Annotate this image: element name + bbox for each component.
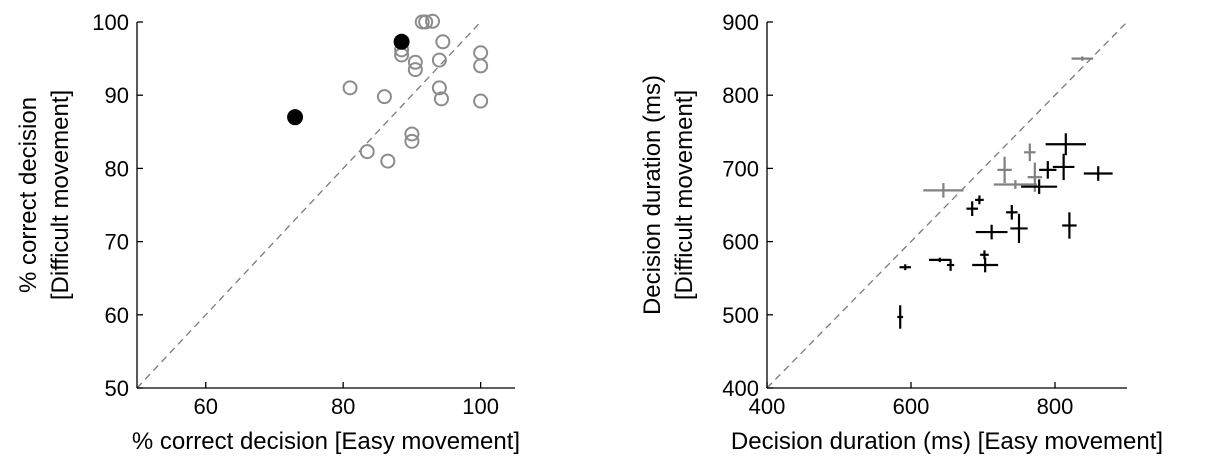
y-tick-label: 500 [722, 303, 759, 328]
y-tick-label: 70 [105, 230, 129, 255]
open-circle-point [418, 14, 434, 30]
x-tick-label: 100 [462, 394, 499, 419]
y-tick-label: 90 [105, 83, 129, 108]
x-tick-label: 400 [749, 394, 786, 419]
x-tick-label: 600 [893, 394, 930, 419]
error-cross-point [1045, 133, 1086, 156]
open-circle-point [376, 89, 392, 105]
error-cross-point [1071, 56, 1094, 61]
y-axis-label-line-2: [Difficult movement] [47, 90, 74, 300]
open-circle-point [473, 45, 489, 61]
accuracy-scatter-panel: 50 60 70 80 90 100 60 80 100 % correct decision [… [15, 10, 520, 455]
open-circle-point [431, 52, 447, 68]
error-cross-point [947, 259, 955, 271]
error-cross-point [975, 195, 984, 205]
error-cross-point [975, 224, 1008, 240]
x-tick-label: 80 [331, 394, 355, 419]
open-circle-point [473, 93, 489, 109]
error-cross-point [993, 180, 1037, 189]
open-circle-point [404, 133, 420, 149]
error-cross-point [972, 257, 999, 273]
y-tick-label: 800 [722, 83, 759, 108]
open-circle-point [342, 80, 358, 96]
error-cross-point [1021, 179, 1058, 195]
y-tick-label: 900 [722, 10, 759, 35]
open-circle-point [407, 54, 423, 70]
y-tick-label: 700 [722, 156, 759, 181]
open-circle-point [359, 144, 375, 160]
open-circle-point [473, 58, 489, 74]
x-axis-label: % correct decision [Easy movement] [132, 428, 520, 455]
y-axis-label-line-1: Decision duration (ms) [639, 75, 666, 315]
error-cross-point [1010, 213, 1028, 244]
y-axis-label-line-2: [Difficult movement] [671, 90, 698, 300]
y-axis-label-line-1: % correct decision [15, 97, 42, 293]
open-circle-point [431, 80, 447, 96]
y-tick-label: 80 [105, 156, 129, 181]
x-axis-label: Decision duration (ms) [Easy movement] [731, 428, 1163, 455]
error-cross-point [1024, 143, 1036, 162]
y-tick-label: 50 [105, 376, 129, 401]
y-tick-label: 600 [722, 230, 759, 255]
error-cross-point [923, 183, 964, 198]
error-cross-point [980, 250, 989, 260]
error-cross-point [929, 257, 951, 263]
x-tick-label: 800 [1037, 394, 1074, 419]
open-circle-point [407, 62, 423, 78]
duration-scatter-panel: 400 500 600 700 800 900 400 600 800 Decision dura… [639, 10, 1163, 455]
y-tick-label: 400 [722, 376, 759, 401]
error-cross-point [1052, 153, 1075, 181]
error-cross-point [1006, 205, 1018, 220]
error-cross-point [1039, 161, 1057, 179]
filled-circle-point [287, 109, 304, 126]
error-cross-point [997, 156, 1012, 184]
identity-diagonal-line [766, 21, 1128, 389]
error-cross-point [966, 201, 978, 216]
error-cross-point [1062, 212, 1077, 239]
open-circle-point [404, 126, 420, 142]
open-circle-point [435, 34, 451, 50]
open-circle-point [380, 153, 396, 169]
error-cross-point [899, 264, 911, 271]
identity-diagonal-line [136, 21, 482, 389]
y-tick-label: 100 [92, 10, 129, 35]
error-cross-point [897, 305, 904, 329]
open-circle-point [433, 91, 449, 107]
filled-circle-point [393, 33, 410, 50]
open-circle-point [425, 13, 441, 29]
y-tick-label: 60 [105, 303, 129, 328]
x-tick-label: 60 [193, 394, 217, 419]
error-cross-point [1083, 166, 1113, 181]
